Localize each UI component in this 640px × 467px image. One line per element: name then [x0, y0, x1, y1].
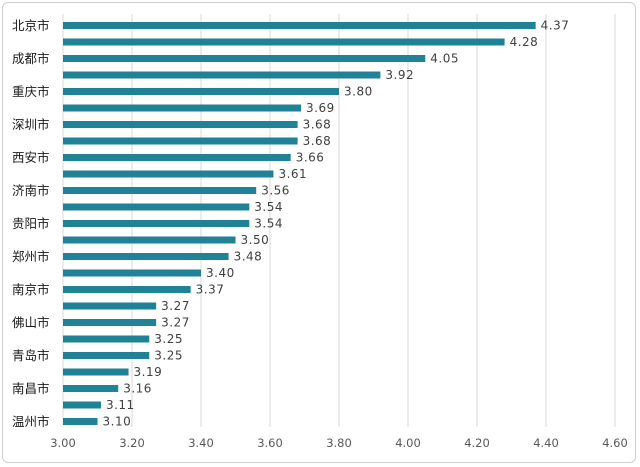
data-label: 4.05 — [430, 52, 459, 66]
x-tick-label: 4.60 — [602, 436, 628, 450]
data-label: 3.27 — [161, 299, 190, 313]
data-label: 3.11 — [106, 398, 135, 412]
x-tick-label: 4.40 — [533, 436, 559, 450]
data-label: 4.28 — [510, 35, 539, 49]
bar — [63, 236, 236, 244]
data-label: 3.25 — [154, 349, 183, 363]
data-label: 3.54 — [254, 217, 283, 231]
category-label: 贵阳市 — [12, 216, 50, 231]
data-label: 3.19 — [134, 365, 163, 379]
bar — [63, 170, 274, 178]
data-label: 3.66 — [296, 151, 325, 165]
data-label: 3.68 — [303, 134, 332, 148]
data-label: 3.69 — [306, 101, 335, 115]
x-tick-label: 3.40 — [188, 436, 214, 450]
data-label: 4.37 — [541, 19, 570, 33]
bar — [63, 385, 119, 392]
category-label: 北京市 — [12, 18, 50, 33]
bar — [63, 253, 229, 260]
x-tick-label: 4.00 — [395, 436, 421, 450]
category-label: 温州市 — [12, 414, 50, 429]
data-label: 3.40 — [206, 266, 235, 280]
x-tick-label: 3.20 — [119, 436, 145, 450]
bar — [63, 121, 298, 128]
category-label: 佛山市 — [12, 315, 50, 330]
category-label: 重庆市 — [12, 84, 50, 99]
x-tick-labels: 3.00 3.20 3.40 3.60 3.80 4.00 4.20 4.40 4.60 — [50, 436, 628, 450]
bars — [63, 22, 536, 425]
category-label: 南昌市 — [12, 381, 50, 396]
category-label: 济南市 — [12, 183, 50, 198]
bar — [63, 38, 505, 46]
category-label: 深圳市 — [12, 117, 50, 132]
category-label: 郑州市 — [12, 249, 50, 264]
bar — [63, 302, 157, 310]
bar — [63, 368, 129, 376]
bar — [63, 22, 536, 29]
data-label: 3.50 — [241, 233, 270, 247]
category-label: 西安市 — [12, 150, 50, 165]
data-label: 3.37 — [196, 283, 225, 297]
bar — [63, 418, 98, 425]
value-labels: 4.374.28 4.05 3.92 3.80 3.69 3.68 3.68 3.66 3.61… — [103, 19, 570, 429]
data-label: 3.92 — [385, 68, 414, 82]
x-tick-label: 4.20 — [464, 436, 490, 450]
data-label: 3.16 — [123, 382, 152, 396]
data-label: 3.25 — [154, 332, 183, 346]
bar — [63, 269, 201, 277]
data-label: 3.61 — [278, 167, 307, 181]
bar — [63, 71, 381, 79]
bar — [63, 203, 250, 211]
bar — [63, 187, 257, 194]
bar — [63, 352, 150, 359]
data-label: 3.68 — [303, 118, 332, 132]
bar — [63, 88, 339, 95]
bar — [63, 286, 191, 293]
category-label: 成都市 — [12, 51, 50, 66]
data-label: 3.48 — [234, 250, 263, 264]
bar — [63, 319, 157, 326]
bar — [63, 55, 426, 62]
category-label: 青岛市 — [12, 348, 50, 363]
x-tick-label: 3.60 — [257, 436, 283, 450]
bar — [63, 104, 302, 112]
x-tick-label: 3.00 — [50, 436, 76, 450]
data-label: 3.27 — [161, 316, 190, 330]
category-label: 南京市 — [12, 282, 50, 297]
data-label: 3.80 — [344, 85, 373, 99]
data-label: 3.10 — [103, 415, 132, 429]
data-label: 3.56 — [261, 184, 290, 198]
bar — [63, 335, 150, 343]
bar — [63, 154, 291, 161]
bar — [63, 220, 250, 227]
data-label: 3.54 — [254, 200, 283, 214]
bar — [63, 401, 101, 409]
x-tick-label: 3.80 — [326, 436, 352, 450]
bar — [63, 137, 298, 145]
